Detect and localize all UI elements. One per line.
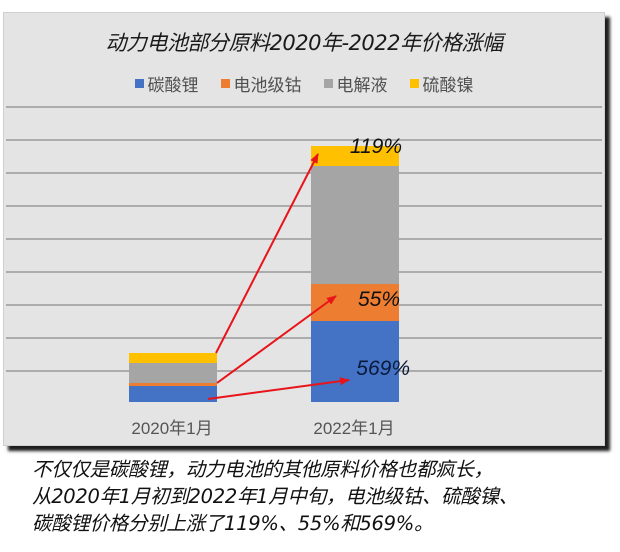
arrow-cobalt-icon bbox=[216, 295, 337, 384]
arrow-lithium-icon bbox=[207, 377, 350, 400]
legend-item-battery-cobalt: 电池级钴 bbox=[220, 71, 302, 96]
annotation-55: 55% bbox=[358, 288, 400, 311]
legend-swatch-icon bbox=[134, 79, 144, 88]
plot-area: 119% 55% 569% 2020年1月 2022年1月 bbox=[6, 106, 602, 438]
legend-label: 电池级钴 bbox=[233, 76, 302, 96]
gridlines bbox=[6, 106, 602, 372]
caption-line: 碳酸锂价格分别上涨了119%、55%和569%。 bbox=[32, 512, 434, 535]
legend-item-nickel-sulfate: 硫酸镍 bbox=[409, 71, 474, 96]
legend-label: 硫酸镍 bbox=[422, 76, 474, 96]
legend-swatch-icon bbox=[323, 79, 333, 88]
legend-label: 电解液 bbox=[336, 76, 388, 96]
chart-title: 动力电池部分原料2020年-2022年价格涨幅 bbox=[105, 31, 503, 55]
legend-swatch-icon bbox=[220, 79, 230, 88]
chart-container: 动力电池部分原料2020年-2022年价格涨幅 碳酸锂 电池级钴 电解液 硫酸镍 bbox=[3, 12, 605, 446]
arrows bbox=[207, 153, 350, 400]
legend-item-lithium-carbonate: 碳酸锂 bbox=[134, 71, 199, 96]
bar-2022-01 bbox=[311, 146, 399, 402]
x-label-2022: 2022年1月 bbox=[313, 419, 394, 438]
legend-item-electrolyte: 电解液 bbox=[323, 71, 388, 96]
caption: 不仅仅是碳酸锂，动力电池的其他原料价格也都疯长， 从2020年1月初到2022年… bbox=[32, 456, 612, 537]
annotation-569: 569% bbox=[356, 357, 410, 380]
bar-2020-01 bbox=[129, 353, 217, 402]
arrow-nickel-icon bbox=[215, 153, 319, 354]
annotation-119: 119% bbox=[350, 135, 402, 158]
caption-line: 不仅仅是碳酸锂，动力电池的其他原料价格也都疯长， bbox=[32, 458, 493, 481]
legend-label: 碳酸锂 bbox=[147, 76, 199, 96]
chart-legend: 碳酸锂 电池级钴 电解液 硫酸镍 bbox=[4, 71, 604, 96]
caption-line: 从2020年1月初到2022年1月中旬，电池级钴、硫酸镍、 bbox=[32, 485, 518, 508]
x-label-2020: 2020年1月 bbox=[131, 419, 212, 438]
legend-swatch-icon bbox=[409, 79, 419, 88]
